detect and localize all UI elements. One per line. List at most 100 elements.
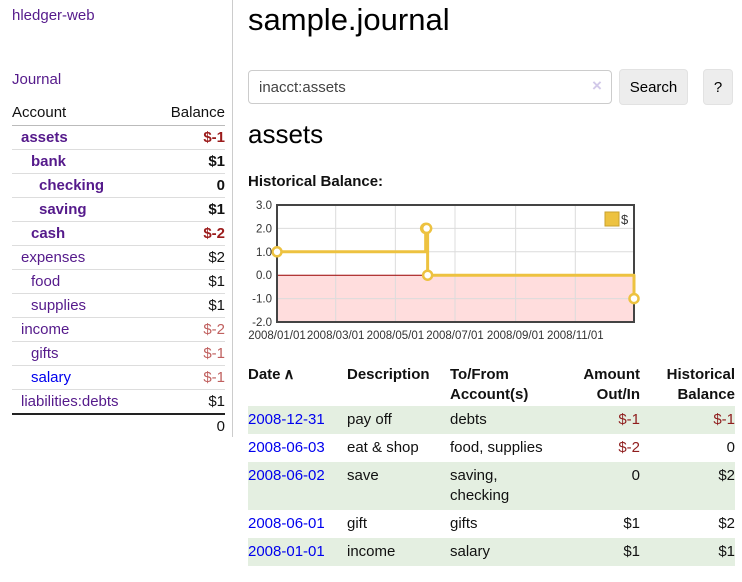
transaction-balance: $2 [718, 467, 735, 484]
transaction-accounts: food, supplies [450, 439, 543, 456]
account-balance: $1 [153, 389, 225, 414]
register-header-accounts: To/From Account(s) [450, 366, 529, 403]
register-row[interactable]: 2008-06-01 gift gifts $1 $2 [248, 510, 735, 538]
x-tick-label: 2008/03/01 [307, 330, 365, 342]
account-balance: $1 [153, 269, 225, 294]
account-row: checking 0 [12, 173, 225, 198]
y-tick-label: 0.0 [256, 270, 272, 282]
y-tick-label: 2.0 [256, 223, 272, 235]
x-tick-label: 2008/09/01 [487, 330, 545, 342]
account-link-checking[interactable]: checking [39, 177, 105, 194]
transaction-balance: 0 [726, 439, 735, 456]
account-balance: $1 [153, 293, 225, 318]
transaction-description: gift [347, 515, 368, 532]
chart-point [420, 222, 433, 235]
transaction-description: pay off [347, 411, 392, 428]
register-row[interactable]: 2008-06-03 eat & shop food, supplies $-2 0 [248, 434, 735, 462]
transaction-date-link[interactable]: 2008-12-31 [248, 411, 325, 428]
account-link-salary[interactable]: salary [31, 369, 72, 386]
transaction-amount: 0 [631, 467, 640, 484]
account-link-bank[interactable]: bank [31, 153, 67, 170]
account-link-food[interactable]: food [31, 273, 61, 290]
y-tick-label: -1.0 [252, 294, 272, 306]
account-heading: assets [248, 119, 324, 149]
register-header-date[interactable]: Date ∧ [248, 366, 295, 383]
x-tick-label: 2008/11/01 [547, 330, 604, 342]
register-row[interactable]: 2008-01-01 income salary $1 $1 [248, 538, 735, 566]
transaction-date-link[interactable]: 2008-06-02 [248, 467, 325, 484]
account-link-income[interactable]: income [21, 321, 70, 338]
transaction-date-link[interactable]: 2008-06-03 [248, 439, 325, 456]
transaction-accounts: debts [450, 411, 487, 428]
register-row[interactable]: 2008-12-31 pay off debts $-1 $-1 [248, 406, 735, 434]
account-row: assets $-1 [12, 126, 225, 150]
account-link-supplies[interactable]: supplies [31, 297, 87, 314]
transaction-description: eat & shop [347, 439, 419, 456]
accounts-total-balance: 0 [153, 413, 225, 438]
sort-asc-icon: ∧ [283, 366, 295, 383]
transaction-accounts: gifts [450, 515, 478, 532]
transaction-amount: $-2 [618, 439, 640, 456]
transaction-amount: $-1 [618, 411, 640, 428]
app-title-link[interactable]: hledger-web [12, 7, 95, 24]
clear-search-icon[interactable]: × [592, 76, 602, 95]
register-header-amount: Amount Out/In [583, 366, 640, 403]
legend-label: $ [621, 212, 629, 227]
account-row: food $1 [12, 269, 225, 294]
legend-swatch [604, 211, 620, 227]
transaction-date-link[interactable]: 2008-06-01 [248, 515, 325, 532]
chart-point [628, 292, 640, 305]
transaction-accounts: saving, checking [450, 467, 510, 504]
register-header-balance: Historical Balance [666, 366, 735, 403]
help-button[interactable]: ? [703, 69, 733, 105]
x-tick-label: 2008/01/01 [248, 330, 306, 342]
register-table: Date ∧ Description To/From Account(s) Amo… [248, 364, 735, 566]
transaction-balance: $2 [718, 515, 735, 532]
account-link-assets[interactable]: assets [21, 129, 68, 146]
search-input[interactable] [248, 70, 612, 104]
y-tick-label: 3.0 [256, 200, 272, 212]
transaction-accounts: salary [450, 543, 491, 560]
transaction-amount: $1 [623, 515, 640, 532]
accounts-total-row: 0 [12, 413, 225, 438]
chart-frame [276, 204, 635, 323]
historical-balance-label: Historical Balance: [248, 173, 384, 190]
transaction-amount: $1 [623, 543, 640, 560]
chart-point [421, 269, 434, 281]
account-balance: $1 [153, 197, 225, 222]
sidebar-item-journal[interactable]: Journal [12, 71, 62, 88]
account-row: salary $-1 [12, 365, 225, 390]
account-row: gifts $-1 [12, 341, 225, 366]
account-balance: $1 [153, 149, 225, 174]
account-link-gifts[interactable]: gifts [31, 345, 59, 362]
transaction-date-link[interactable]: 2008-01-01 [248, 543, 325, 560]
account-balance: $-2 [153, 221, 225, 246]
x-tick-label: 2008/05/01 [367, 330, 425, 342]
account-link-expenses[interactable]: expenses [21, 249, 86, 266]
account-link-cash[interactable]: cash [31, 225, 66, 242]
register-row[interactable]: 2008-06-02 save saving, checking 0 $2 [248, 462, 735, 510]
account-row: saving $1 [12, 197, 225, 222]
account-balance: $-1 [153, 365, 225, 390]
account-balance: $-2 [153, 317, 225, 342]
accounts-header-balance: Balance [153, 99, 225, 126]
transaction-description: income [347, 543, 396, 560]
account-balance: 0 [153, 173, 225, 198]
transaction-description: save [347, 467, 379, 484]
x-tick-label: 2008/07/01 [426, 330, 484, 342]
search-button[interactable]: Search [619, 69, 688, 105]
account-row: supplies $1 [12, 293, 225, 318]
account-link-saving[interactable]: saving [39, 201, 87, 218]
sidebar: hledger-web Journal Account Balance asse… [0, 0, 233, 438]
account-row: expenses $2 [12, 245, 225, 270]
transaction-balance: $-1 [713, 411, 735, 428]
account-row: bank $1 [12, 149, 225, 174]
y-tick-label: 1.0 [256, 247, 272, 259]
page-title: sample.journal [248, 2, 450, 37]
account-link-liabilities-debts[interactable]: liabilities:debts [21, 393, 119, 410]
transaction-balance: $1 [718, 543, 735, 560]
account-row: income $-2 [12, 317, 225, 342]
chart-point [271, 246, 283, 258]
